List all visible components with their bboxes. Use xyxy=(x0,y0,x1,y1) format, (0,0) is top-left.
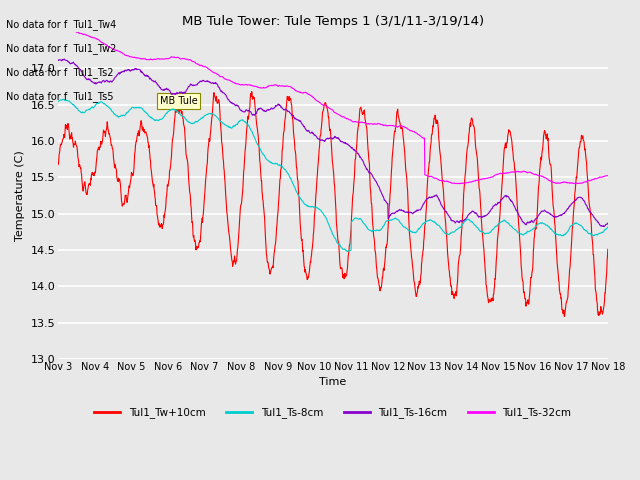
Text: MB Tule: MB Tule xyxy=(160,96,198,106)
Text: No data for f  Tul1_Ts5: No data for f Tul1_Ts5 xyxy=(6,91,114,102)
Text: No data for f  Tul1_Tw4: No data for f Tul1_Tw4 xyxy=(6,19,116,30)
Y-axis label: Temperature (C): Temperature (C) xyxy=(15,150,25,241)
Legend: Tul1_Tw+10cm, Tul1_Ts-8cm, Tul1_Ts-16cm, Tul1_Ts-32cm: Tul1_Tw+10cm, Tul1_Ts-8cm, Tul1_Ts-16cm,… xyxy=(90,403,575,422)
Text: No data for f  Tul1_Ts2: No data for f Tul1_Ts2 xyxy=(6,67,114,78)
Title: MB Tule Tower: Tule Temps 1 (3/1/11-3/19/14): MB Tule Tower: Tule Temps 1 (3/1/11-3/19… xyxy=(182,15,484,28)
Text: No data for f  Tul1_Tw2: No data for f Tul1_Tw2 xyxy=(6,43,116,54)
X-axis label: Time: Time xyxy=(319,377,347,387)
